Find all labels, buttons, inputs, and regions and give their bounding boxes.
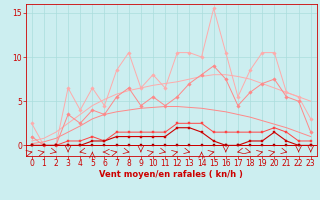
- X-axis label: Vent moyen/en rafales ( kn/h ): Vent moyen/en rafales ( kn/h ): [99, 170, 243, 179]
